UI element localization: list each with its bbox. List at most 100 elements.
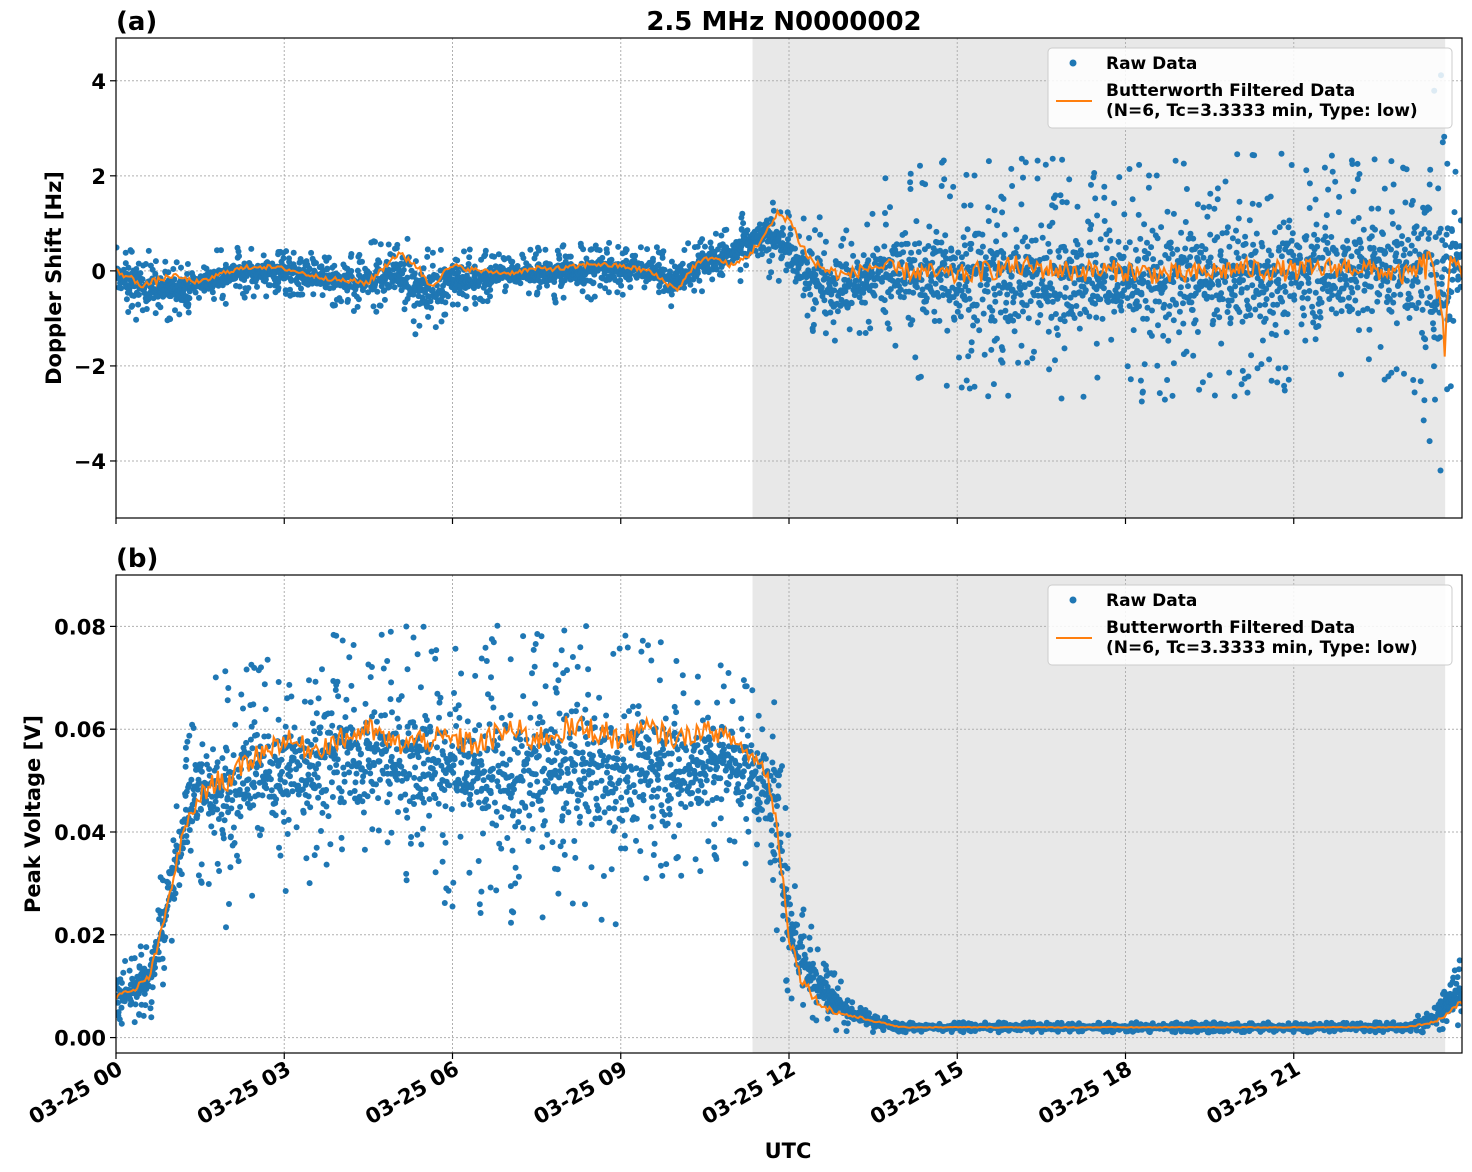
raw-data-point bbox=[171, 895, 178, 902]
raw-data-point bbox=[1046, 292, 1053, 299]
raw-data-point bbox=[577, 779, 584, 786]
raw-data-point bbox=[979, 231, 986, 238]
raw-data-point bbox=[971, 383, 978, 390]
raw-data-point bbox=[1364, 305, 1371, 312]
raw-data-point bbox=[1274, 301, 1281, 308]
raw-data-point bbox=[1092, 300, 1099, 307]
raw-data-point bbox=[887, 204, 893, 211]
raw-data-point bbox=[1086, 239, 1093, 246]
raw-data-point bbox=[956, 354, 962, 361]
raw-data-point bbox=[997, 309, 1004, 316]
raw-data-point bbox=[485, 803, 492, 810]
raw-data-point bbox=[425, 771, 432, 778]
raw-data-point bbox=[641, 284, 648, 291]
raw-data-point bbox=[992, 291, 998, 298]
raw-data-point bbox=[1263, 296, 1270, 303]
raw-data-point bbox=[999, 347, 1006, 353]
raw-data-point bbox=[299, 786, 306, 793]
raw-data-point bbox=[441, 787, 448, 793]
raw-data-point bbox=[1180, 320, 1187, 327]
raw-data-point bbox=[402, 791, 409, 798]
raw-data-point bbox=[404, 235, 411, 242]
raw-data-point bbox=[1249, 200, 1256, 207]
raw-data-point bbox=[123, 296, 130, 303]
raw-data-point bbox=[581, 786, 588, 793]
raw-data-point bbox=[224, 794, 231, 801]
raw-data-point bbox=[515, 819, 522, 826]
raw-data-point bbox=[502, 288, 508, 295]
raw-data-point bbox=[1407, 294, 1414, 301]
raw-data-point bbox=[775, 277, 782, 284]
raw-data-point bbox=[1288, 162, 1295, 168]
raw-data-point bbox=[214, 247, 220, 254]
raw-data-point bbox=[1349, 306, 1355, 313]
raw-data-point bbox=[162, 258, 169, 265]
raw-data-point bbox=[667, 268, 673, 275]
raw-data-point bbox=[1100, 285, 1107, 292]
raw-data-point bbox=[1194, 201, 1201, 208]
raw-data-point bbox=[398, 763, 405, 770]
raw-data-point bbox=[600, 752, 606, 759]
raw-data-point bbox=[1244, 389, 1251, 396]
raw-data-point bbox=[818, 284, 825, 291]
raw-data-point bbox=[1272, 229, 1278, 236]
raw-data-point bbox=[1025, 315, 1032, 322]
raw-data-point bbox=[970, 322, 977, 329]
raw-data-point bbox=[1291, 296, 1298, 303]
raw-data-point bbox=[464, 769, 470, 776]
raw-data-point bbox=[333, 762, 340, 768]
raw-data-point bbox=[184, 839, 191, 846]
raw-data-point bbox=[947, 193, 953, 200]
raw-data-point bbox=[1388, 246, 1394, 253]
raw-data-point bbox=[589, 769, 596, 776]
raw-data-point bbox=[596, 815, 603, 822]
raw-data-point bbox=[1211, 205, 1218, 212]
raw-data-point bbox=[800, 215, 807, 222]
raw-data-point bbox=[453, 723, 460, 729]
raw-data-point bbox=[901, 280, 908, 287]
raw-data-point bbox=[328, 710, 335, 717]
raw-data-point bbox=[1436, 334, 1443, 341]
raw-data-point bbox=[982, 254, 989, 261]
raw-data-point bbox=[429, 286, 436, 293]
raw-data-point bbox=[1250, 241, 1257, 248]
raw-data-point bbox=[1155, 322, 1161, 329]
raw-data-point bbox=[563, 800, 570, 807]
raw-data-point bbox=[1328, 152, 1335, 159]
raw-data-point bbox=[627, 284, 634, 291]
raw-data-point bbox=[427, 298, 434, 305]
raw-data-point bbox=[838, 242, 845, 249]
raw-data-point bbox=[1182, 245, 1189, 252]
raw-data-point bbox=[289, 788, 296, 795]
raw-data-point bbox=[1187, 254, 1194, 260]
raw-data-point bbox=[619, 817, 626, 824]
raw-data-point bbox=[1282, 288, 1289, 295]
raw-data-point bbox=[679, 260, 686, 267]
raw-data-point bbox=[219, 755, 226, 762]
raw-data-point bbox=[1107, 237, 1114, 244]
raw-data-point bbox=[985, 276, 992, 283]
raw-data-point bbox=[445, 293, 451, 300]
raw-data-point bbox=[455, 269, 462, 276]
raw-data-point bbox=[184, 271, 191, 277]
raw-data-point bbox=[139, 276, 146, 283]
raw-data-point bbox=[1424, 300, 1431, 307]
raw-data-point bbox=[520, 824, 527, 831]
raw-data-point bbox=[1439, 139, 1446, 146]
raw-data-point bbox=[328, 779, 335, 786]
raw-data-point bbox=[1050, 195, 1057, 201]
raw-data-point bbox=[245, 776, 252, 783]
raw-data-point bbox=[1257, 313, 1264, 320]
raw-data-point bbox=[1444, 160, 1451, 167]
raw-data-point bbox=[758, 251, 765, 258]
raw-data-point bbox=[623, 806, 630, 813]
raw-data-point bbox=[1227, 315, 1234, 322]
raw-data-point bbox=[922, 181, 929, 188]
raw-data-point bbox=[449, 301, 456, 308]
raw-data-point bbox=[281, 818, 288, 825]
raw-data-point bbox=[1236, 309, 1243, 315]
raw-data-point bbox=[165, 269, 172, 276]
raw-data-point bbox=[1314, 243, 1321, 250]
raw-data-point bbox=[864, 221, 871, 228]
raw-data-point bbox=[348, 682, 355, 689]
